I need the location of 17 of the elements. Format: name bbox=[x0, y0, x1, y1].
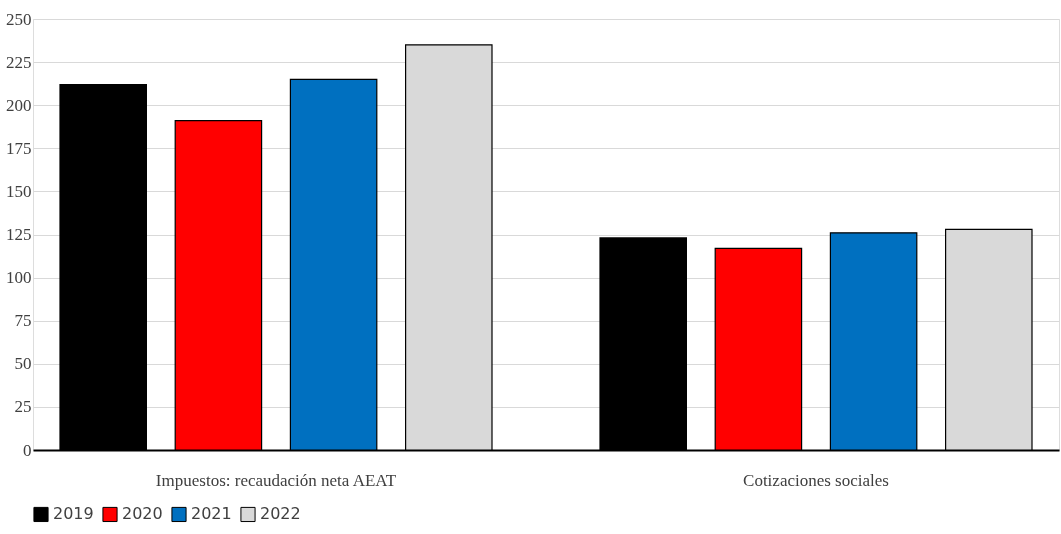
y-tick-label: 200 bbox=[6, 95, 32, 115]
y-tick-label: 175 bbox=[6, 138, 32, 158]
legend-label: 2019 bbox=[53, 504, 94, 524]
y-tick-label: 250 bbox=[6, 9, 32, 29]
legend-label: 2022 bbox=[260, 504, 301, 524]
x-tick-label: Impuestos: recaudación neta AEAT bbox=[155, 470, 397, 490]
y-tick-label: 125 bbox=[6, 225, 32, 244]
y-tick-label: 150 bbox=[6, 181, 32, 201]
y-tick-label: 100 bbox=[6, 268, 32, 288]
x-tick-label: Cotizaciones sociales bbox=[743, 470, 889, 490]
legend-label: 2020 bbox=[122, 504, 163, 524]
legend-label: 2021 bbox=[191, 504, 232, 524]
y-tick-label: 225 bbox=[6, 52, 32, 72]
y-tick-label: 75 bbox=[14, 311, 32, 331]
y-tick-label: 50 bbox=[14, 354, 32, 374]
y-tick-label: 0 bbox=[23, 440, 32, 460]
y-tick-label: 25 bbox=[14, 397, 32, 417]
